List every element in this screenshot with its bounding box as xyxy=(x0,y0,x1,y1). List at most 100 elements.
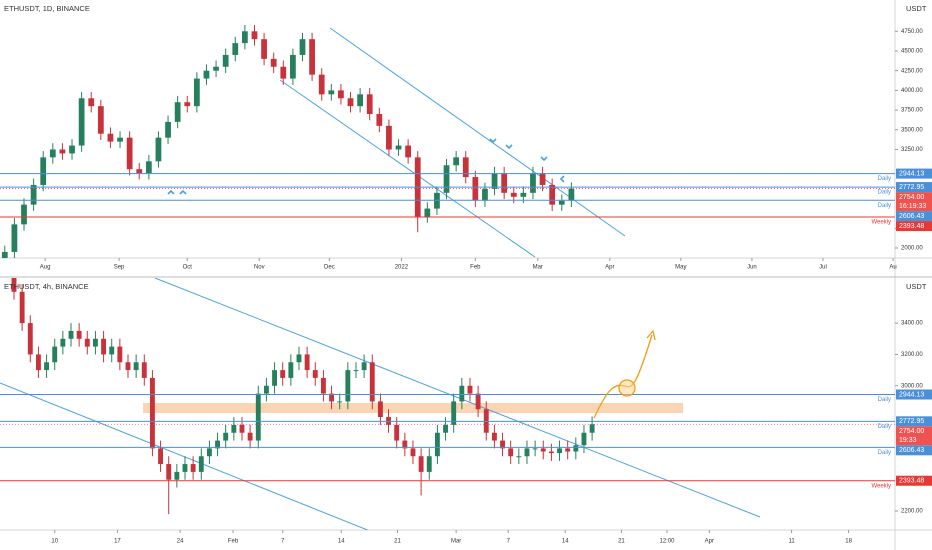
candle-body xyxy=(345,370,351,402)
x-tick-label: 21 xyxy=(618,539,625,545)
candle-body xyxy=(40,157,47,185)
candle-body xyxy=(182,464,188,472)
candle-body xyxy=(328,90,335,95)
x-tick-label: Jul xyxy=(819,265,827,271)
x-tick-label: May xyxy=(675,265,686,271)
candle-body xyxy=(92,338,98,347)
candle-body xyxy=(475,393,481,410)
candle-body xyxy=(52,346,58,363)
candle-body xyxy=(133,362,139,371)
price-tag-label: 2393.48 xyxy=(899,478,924,485)
price-tag xyxy=(896,475,932,486)
candle-body xyxy=(516,456,522,458)
x-tick-label: 7 xyxy=(507,539,511,545)
candle-body xyxy=(272,370,278,386)
projection xyxy=(593,329,656,419)
price-tag xyxy=(896,192,932,212)
candle-body xyxy=(443,424,448,433)
y-tick-label: 4750.00 xyxy=(901,29,923,35)
candle-body xyxy=(27,323,33,355)
candle-body xyxy=(288,362,294,378)
candle-body xyxy=(68,330,74,339)
level-note: Daily xyxy=(878,203,891,209)
price-tag xyxy=(896,389,932,400)
y-tick-label: 3400.00 xyxy=(901,321,923,327)
candle-body xyxy=(88,98,95,107)
candle-body xyxy=(309,39,315,75)
x-tick-label: Apr xyxy=(705,539,714,545)
candle-body xyxy=(11,278,17,292)
candle-body xyxy=(125,362,131,371)
channel-line xyxy=(0,382,369,530)
candle-body xyxy=(530,173,536,193)
candle-body xyxy=(296,354,302,363)
candle-body xyxy=(126,137,133,170)
candle-body xyxy=(337,401,343,403)
level-note: Daily xyxy=(878,424,891,430)
candle-body xyxy=(491,432,497,441)
price-tag xyxy=(896,416,932,427)
x-tick-label: Oct xyxy=(183,265,193,271)
candle-body xyxy=(19,291,25,324)
candle-body xyxy=(44,362,50,371)
pane-top xyxy=(0,24,895,258)
candle-body xyxy=(215,440,221,449)
x-tick-label: Mar xyxy=(451,539,461,545)
price-tag-label: 2754.00 xyxy=(899,194,924,201)
candle-body xyxy=(198,456,204,472)
candle-body xyxy=(1,251,8,258)
candle-body xyxy=(318,74,325,95)
candle-body xyxy=(117,346,123,363)
candle-body xyxy=(573,445,579,452)
x-tick-label: Au xyxy=(889,265,896,271)
y-tick-label: 2000.00 xyxy=(901,246,923,252)
candle-body xyxy=(426,456,432,472)
candle-body xyxy=(405,145,412,158)
target-circle xyxy=(618,379,636,397)
x-tick-label: Sep xyxy=(114,265,125,271)
price-tag-label: 16:19:33 xyxy=(899,203,926,210)
x-tick-label: 14 xyxy=(562,539,569,545)
candle-body xyxy=(532,448,538,450)
candle-body xyxy=(203,70,210,79)
candle-body xyxy=(280,370,286,378)
price-tag-label: 2606.43 xyxy=(899,447,924,454)
candle-body xyxy=(424,208,431,217)
candle-body xyxy=(304,354,310,371)
candle-body xyxy=(109,346,115,355)
y-tick-label: 3200.00 xyxy=(901,352,923,358)
price-tag xyxy=(896,182,932,193)
price-tag xyxy=(896,426,932,446)
channel-line xyxy=(329,27,626,237)
y-tick-label: 4500.00 xyxy=(901,49,923,55)
candle-body xyxy=(434,432,440,457)
x-tick-label: Aug xyxy=(40,265,51,271)
channel-line xyxy=(279,79,536,258)
candle-body xyxy=(60,338,66,347)
candle-body xyxy=(241,31,248,44)
candle-body xyxy=(320,377,326,394)
candle-body xyxy=(443,165,450,193)
candle-body xyxy=(141,362,147,378)
x-tick-label: 18 xyxy=(845,539,852,545)
candle-body xyxy=(394,424,400,441)
candle-body xyxy=(491,173,498,189)
candle-body xyxy=(361,362,367,371)
candle-body xyxy=(459,385,465,402)
pane-title: ETHUSDT, 4h, BINANCE xyxy=(4,282,89,291)
candle-body xyxy=(501,173,508,193)
candle-body xyxy=(508,448,514,457)
y-tick-label: 3000.00 xyxy=(901,383,923,389)
price-tag xyxy=(896,168,932,179)
candle-body xyxy=(145,161,152,174)
candle-body xyxy=(472,177,479,201)
candle-body xyxy=(357,94,363,107)
candle-body xyxy=(184,102,191,107)
candle-body xyxy=(239,424,245,433)
y-tick-label: 2200.00 xyxy=(901,509,923,515)
candle-body xyxy=(510,192,517,197)
price-tag-label: 2772.95 xyxy=(899,184,924,191)
supply-zone xyxy=(143,403,683,413)
candle-body xyxy=(101,338,107,355)
x-tick-label: 7 xyxy=(281,539,285,545)
